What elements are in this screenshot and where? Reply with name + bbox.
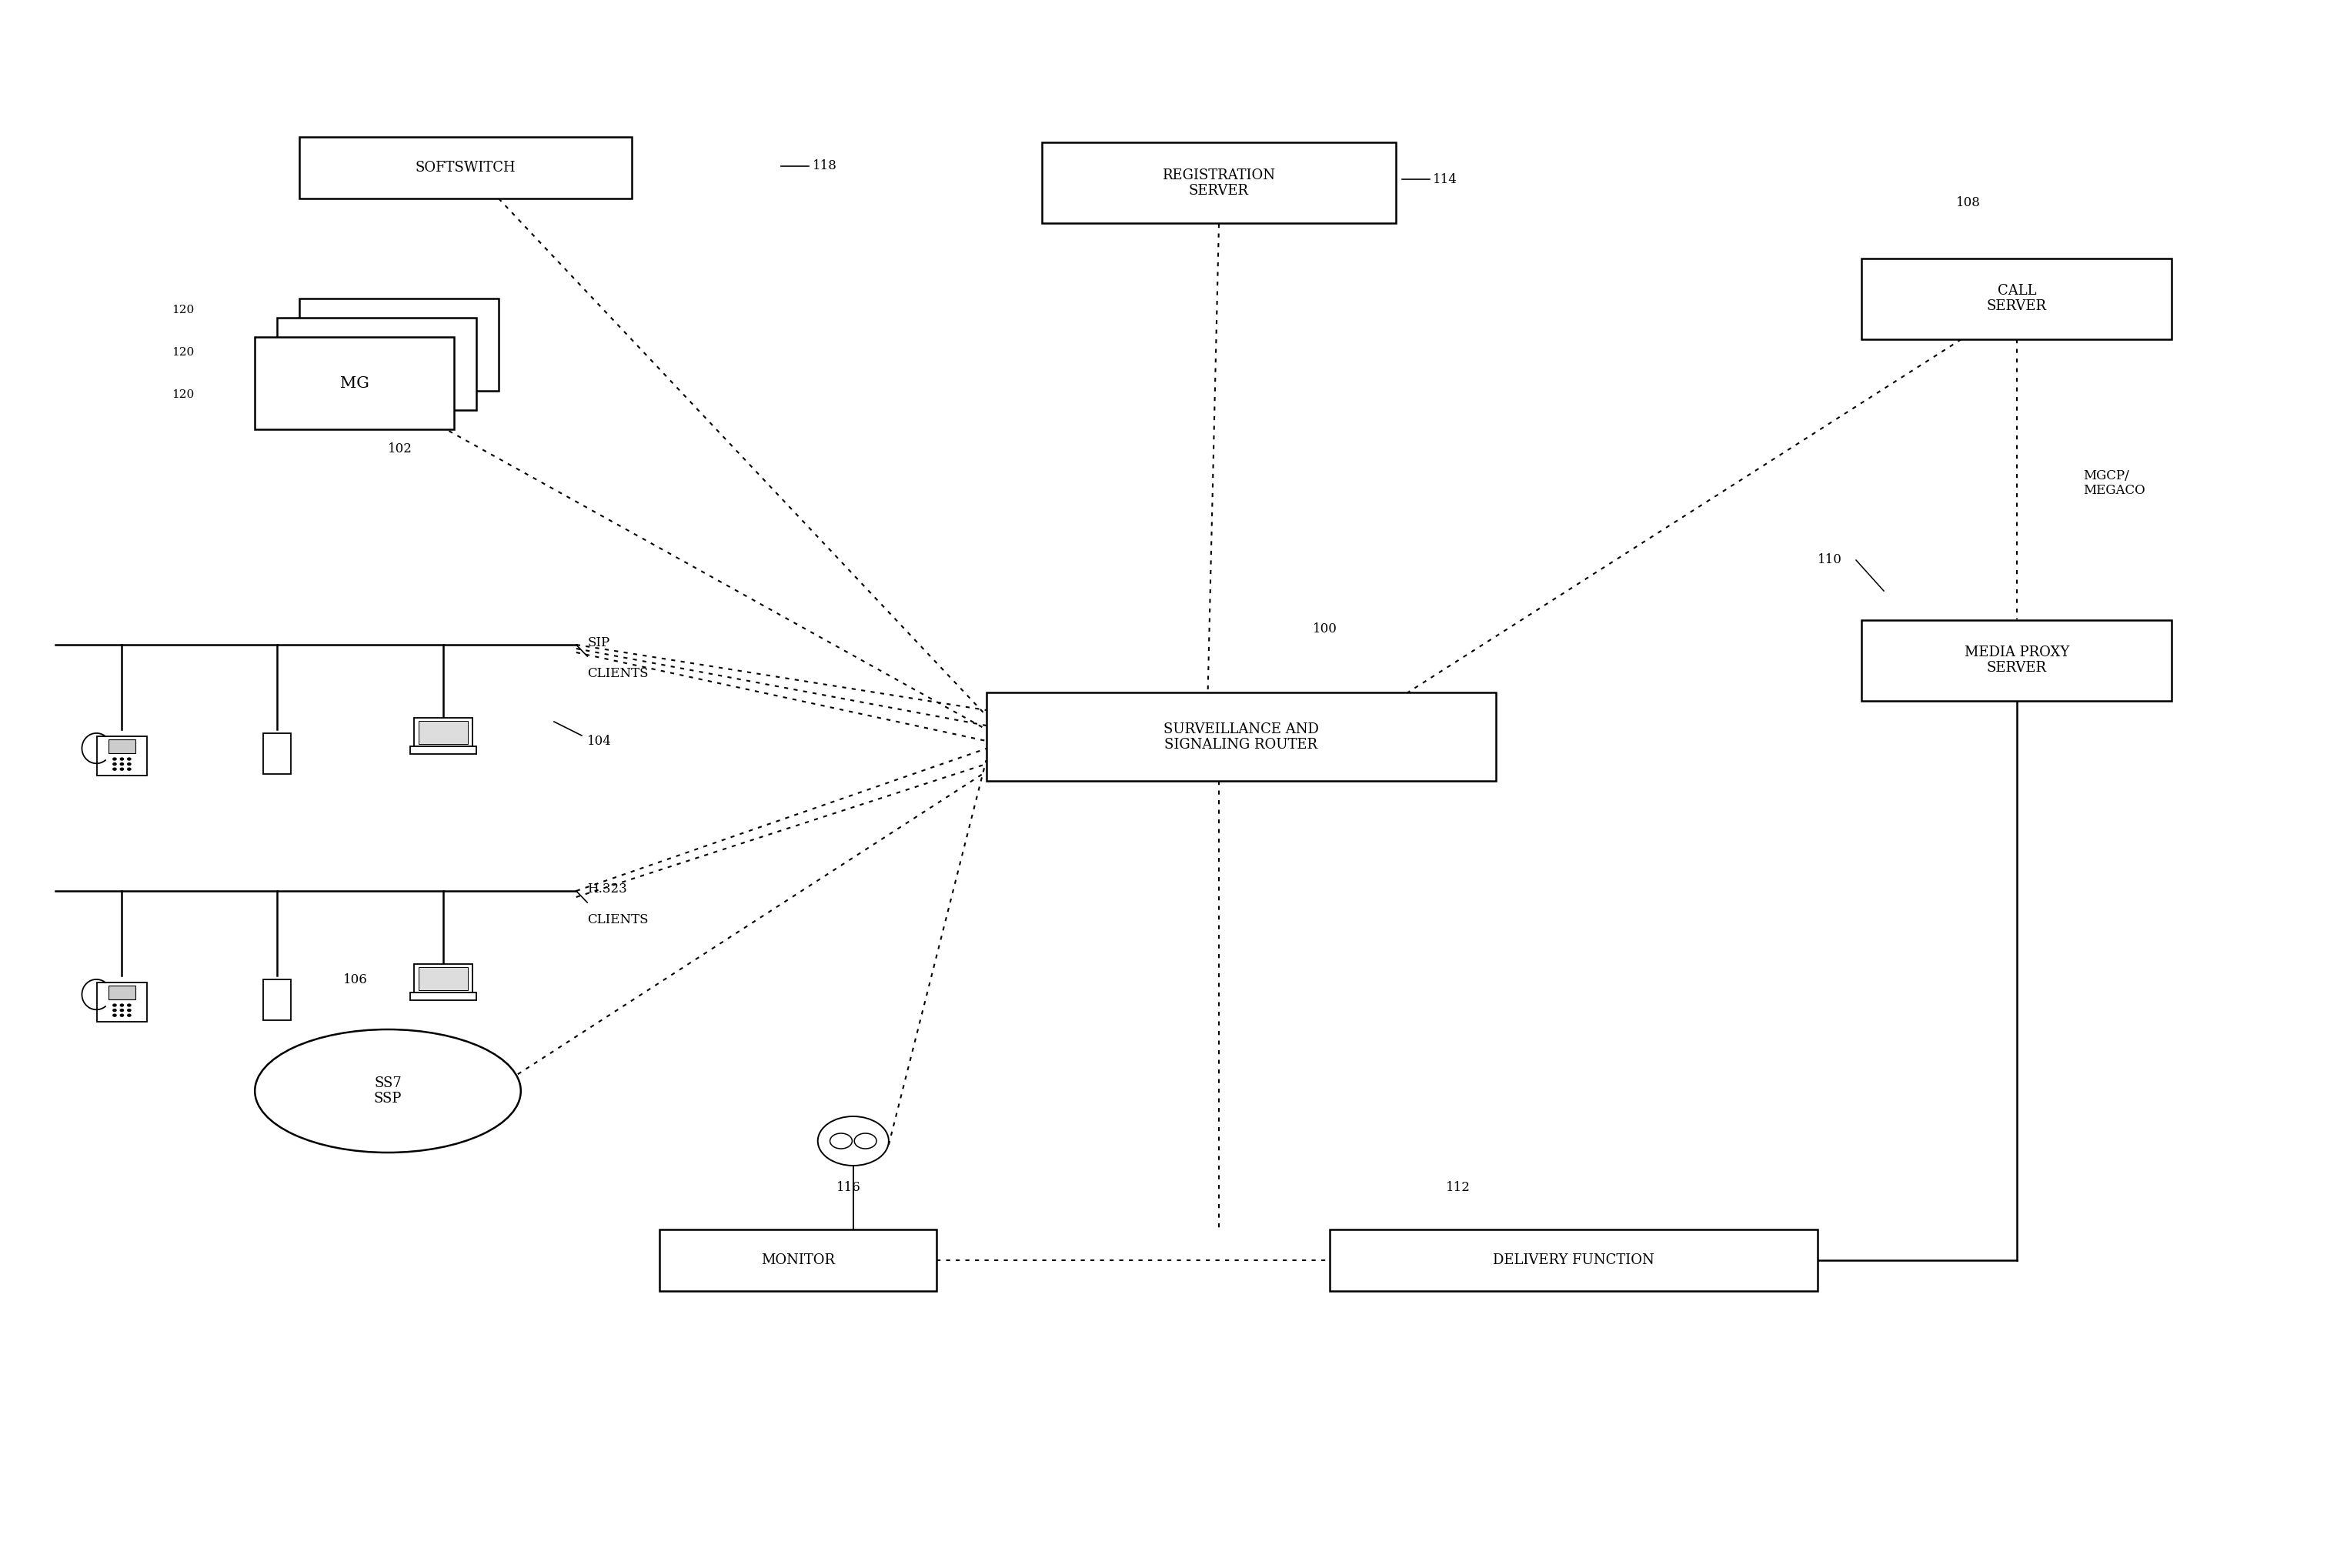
Text: MGCP/
MEGACO: MGCP/ MEGACO [2083,469,2145,497]
Text: MEDIA PROXY
SERVER: MEDIA PROXY SERVER [1964,644,2069,676]
Circle shape [128,1010,130,1011]
Circle shape [114,768,116,770]
Ellipse shape [256,1030,521,1152]
Text: 100: 100 [1312,622,1338,637]
Text: 116: 116 [838,1181,861,1193]
Circle shape [114,757,116,760]
Circle shape [128,1004,130,1007]
FancyBboxPatch shape [1042,143,1396,224]
Text: 120: 120 [172,304,193,315]
FancyBboxPatch shape [256,337,454,430]
Text: 104: 104 [586,734,612,748]
Circle shape [121,1014,123,1016]
Text: 114: 114 [1433,172,1457,185]
FancyBboxPatch shape [410,746,477,754]
Circle shape [114,1004,116,1007]
Circle shape [121,768,123,770]
Circle shape [114,1014,116,1016]
Circle shape [121,764,123,765]
Text: SS7
SSP: SS7 SSP [375,1076,403,1105]
Text: 108: 108 [1955,196,1980,209]
FancyBboxPatch shape [263,732,291,775]
Text: SIP: SIP [586,637,610,649]
Circle shape [114,1010,116,1011]
FancyBboxPatch shape [277,318,477,411]
Circle shape [128,764,130,765]
Text: 110: 110 [1817,554,1841,566]
Text: 120: 120 [172,347,193,358]
FancyBboxPatch shape [419,967,468,989]
Circle shape [831,1134,852,1149]
Text: CLIENTS: CLIENTS [586,913,649,927]
FancyBboxPatch shape [414,964,472,993]
Text: CLIENTS: CLIENTS [586,666,649,681]
Circle shape [121,757,123,760]
Text: 102: 102 [389,442,412,455]
Text: 120: 120 [172,389,193,400]
Circle shape [817,1116,889,1165]
FancyBboxPatch shape [98,983,147,1022]
FancyBboxPatch shape [300,298,498,390]
Circle shape [854,1134,877,1149]
Text: DELIVERY FUNCTION: DELIVERY FUNCTION [1494,1253,1654,1267]
Circle shape [128,768,130,770]
Text: 112: 112 [1445,1181,1471,1193]
FancyBboxPatch shape [109,986,135,999]
Circle shape [121,1004,123,1007]
FancyBboxPatch shape [1329,1229,1817,1290]
FancyBboxPatch shape [419,721,468,743]
FancyBboxPatch shape [300,136,631,199]
Text: CALL
SERVER: CALL SERVER [1987,284,2048,314]
FancyBboxPatch shape [263,978,291,1021]
FancyBboxPatch shape [98,737,147,776]
FancyBboxPatch shape [109,740,135,753]
Text: MONITOR: MONITOR [761,1253,835,1267]
Text: 118: 118 [812,160,838,172]
FancyBboxPatch shape [410,993,477,1000]
Text: SURVEILLANCE AND
SIGNALING ROUTER: SURVEILLANCE AND SIGNALING ROUTER [1164,723,1319,753]
Text: SOFTSWITCH: SOFTSWITCH [414,162,517,174]
Circle shape [121,1010,123,1011]
FancyBboxPatch shape [987,693,1496,781]
Circle shape [114,764,116,765]
Text: 106: 106 [344,972,368,986]
FancyBboxPatch shape [659,1229,935,1290]
FancyBboxPatch shape [1862,619,2171,701]
FancyBboxPatch shape [414,718,472,746]
Circle shape [128,1014,130,1016]
FancyBboxPatch shape [1862,259,2171,339]
Text: H.323: H.323 [586,883,626,895]
Circle shape [128,757,130,760]
Text: MG: MG [340,376,370,390]
Text: REGISTRATION
SERVER: REGISTRATION SERVER [1164,168,1275,198]
